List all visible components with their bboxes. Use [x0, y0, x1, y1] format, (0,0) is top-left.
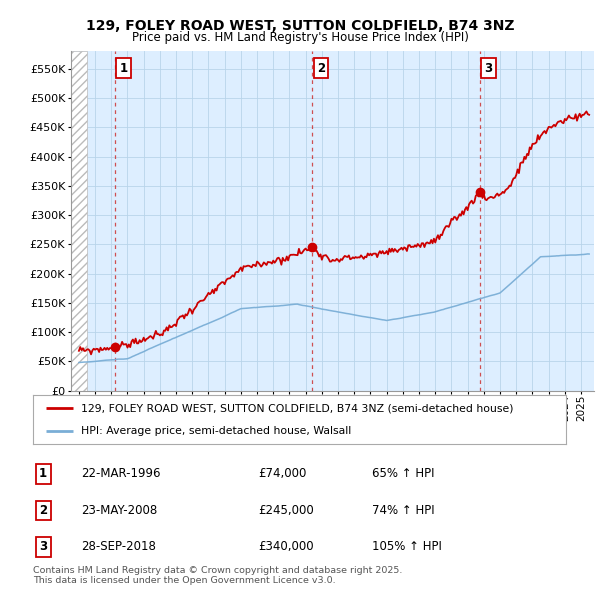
Text: 1: 1	[39, 467, 47, 480]
Text: £74,000: £74,000	[258, 467, 307, 480]
Text: 23-MAY-2008: 23-MAY-2008	[81, 504, 157, 517]
Text: 22-MAR-1996: 22-MAR-1996	[81, 467, 161, 480]
Text: 129, FOLEY ROAD WEST, SUTTON COLDFIELD, B74 3NZ: 129, FOLEY ROAD WEST, SUTTON COLDFIELD, …	[86, 19, 514, 33]
Text: 2: 2	[317, 61, 325, 74]
Text: 2: 2	[39, 504, 47, 517]
Text: 28-SEP-2018: 28-SEP-2018	[81, 540, 156, 553]
Bar	[71, 51, 87, 391]
Text: 3: 3	[39, 540, 47, 553]
Text: 74% ↑ HPI: 74% ↑ HPI	[372, 504, 434, 517]
Text: £340,000: £340,000	[258, 540, 314, 553]
Text: 1: 1	[120, 61, 128, 74]
Text: £245,000: £245,000	[258, 504, 314, 517]
Text: Price paid vs. HM Land Registry's House Price Index (HPI): Price paid vs. HM Land Registry's House …	[131, 31, 469, 44]
Text: 3: 3	[485, 61, 493, 74]
Text: HPI: Average price, semi-detached house, Walsall: HPI: Average price, semi-detached house,…	[81, 425, 351, 435]
Text: 65% ↑ HPI: 65% ↑ HPI	[372, 467, 434, 480]
Text: 129, FOLEY ROAD WEST, SUTTON COLDFIELD, B74 3NZ (semi-detached house): 129, FOLEY ROAD WEST, SUTTON COLDFIELD, …	[81, 404, 514, 414]
Text: Contains HM Land Registry data © Crown copyright and database right 2025.
This d: Contains HM Land Registry data © Crown c…	[33, 566, 403, 585]
Text: 105% ↑ HPI: 105% ↑ HPI	[372, 540, 442, 553]
